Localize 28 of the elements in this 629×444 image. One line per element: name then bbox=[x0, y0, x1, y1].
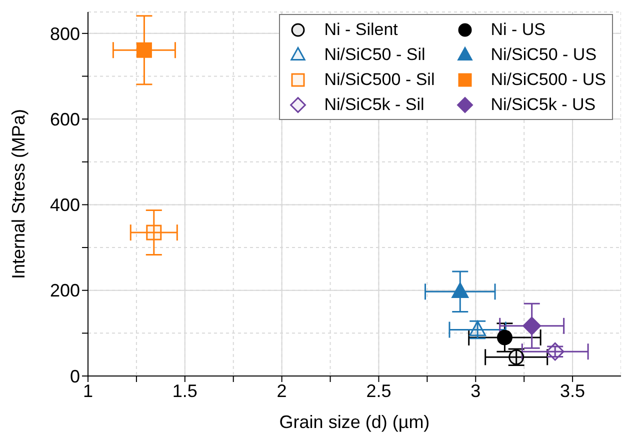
legend-label: Ni/SiC5k - Sil bbox=[324, 94, 424, 114]
legend-label: Ni - Silent bbox=[324, 20, 398, 40]
point bbox=[469, 320, 486, 336]
legend-label: Ni/SiC500 - Sil bbox=[324, 70, 435, 90]
point bbox=[546, 342, 564, 361]
legend-label: Ni/SiC5k - US bbox=[490, 94, 596, 114]
x-tick-label: 1.5 bbox=[172, 380, 198, 401]
point bbox=[136, 42, 152, 58]
point bbox=[452, 282, 469, 298]
point bbox=[496, 330, 512, 346]
y-tick-label: 400 bbox=[50, 195, 80, 216]
y-tick-label: 600 bbox=[50, 109, 80, 130]
y-axis-title: Internal Stress (MPa) bbox=[8, 108, 28, 280]
x-tick-label: 1 bbox=[82, 380, 94, 401]
y-tick-label: 200 bbox=[50, 280, 80, 301]
y-tick-label: 0 bbox=[70, 366, 80, 386]
legend-label: Ni/SiC50 - US bbox=[490, 44, 597, 64]
x-axis-title: Grain size (d) (µm) bbox=[279, 412, 430, 432]
x-tick-label: 3.5 bbox=[560, 380, 586, 401]
point bbox=[522, 316, 541, 336]
legend-label: Ni/SiC50 - Sil bbox=[324, 44, 426, 64]
point bbox=[146, 224, 162, 240]
x-tick-label: 2 bbox=[276, 380, 287, 401]
legend-label: Ni - US bbox=[490, 20, 546, 40]
x-tick-label: 2.5 bbox=[366, 380, 392, 401]
y-tick-label: 800 bbox=[50, 24, 80, 44]
legend-label: Ni/SiC500 - US bbox=[490, 70, 606, 90]
x-tick-label: 3 bbox=[470, 380, 481, 401]
